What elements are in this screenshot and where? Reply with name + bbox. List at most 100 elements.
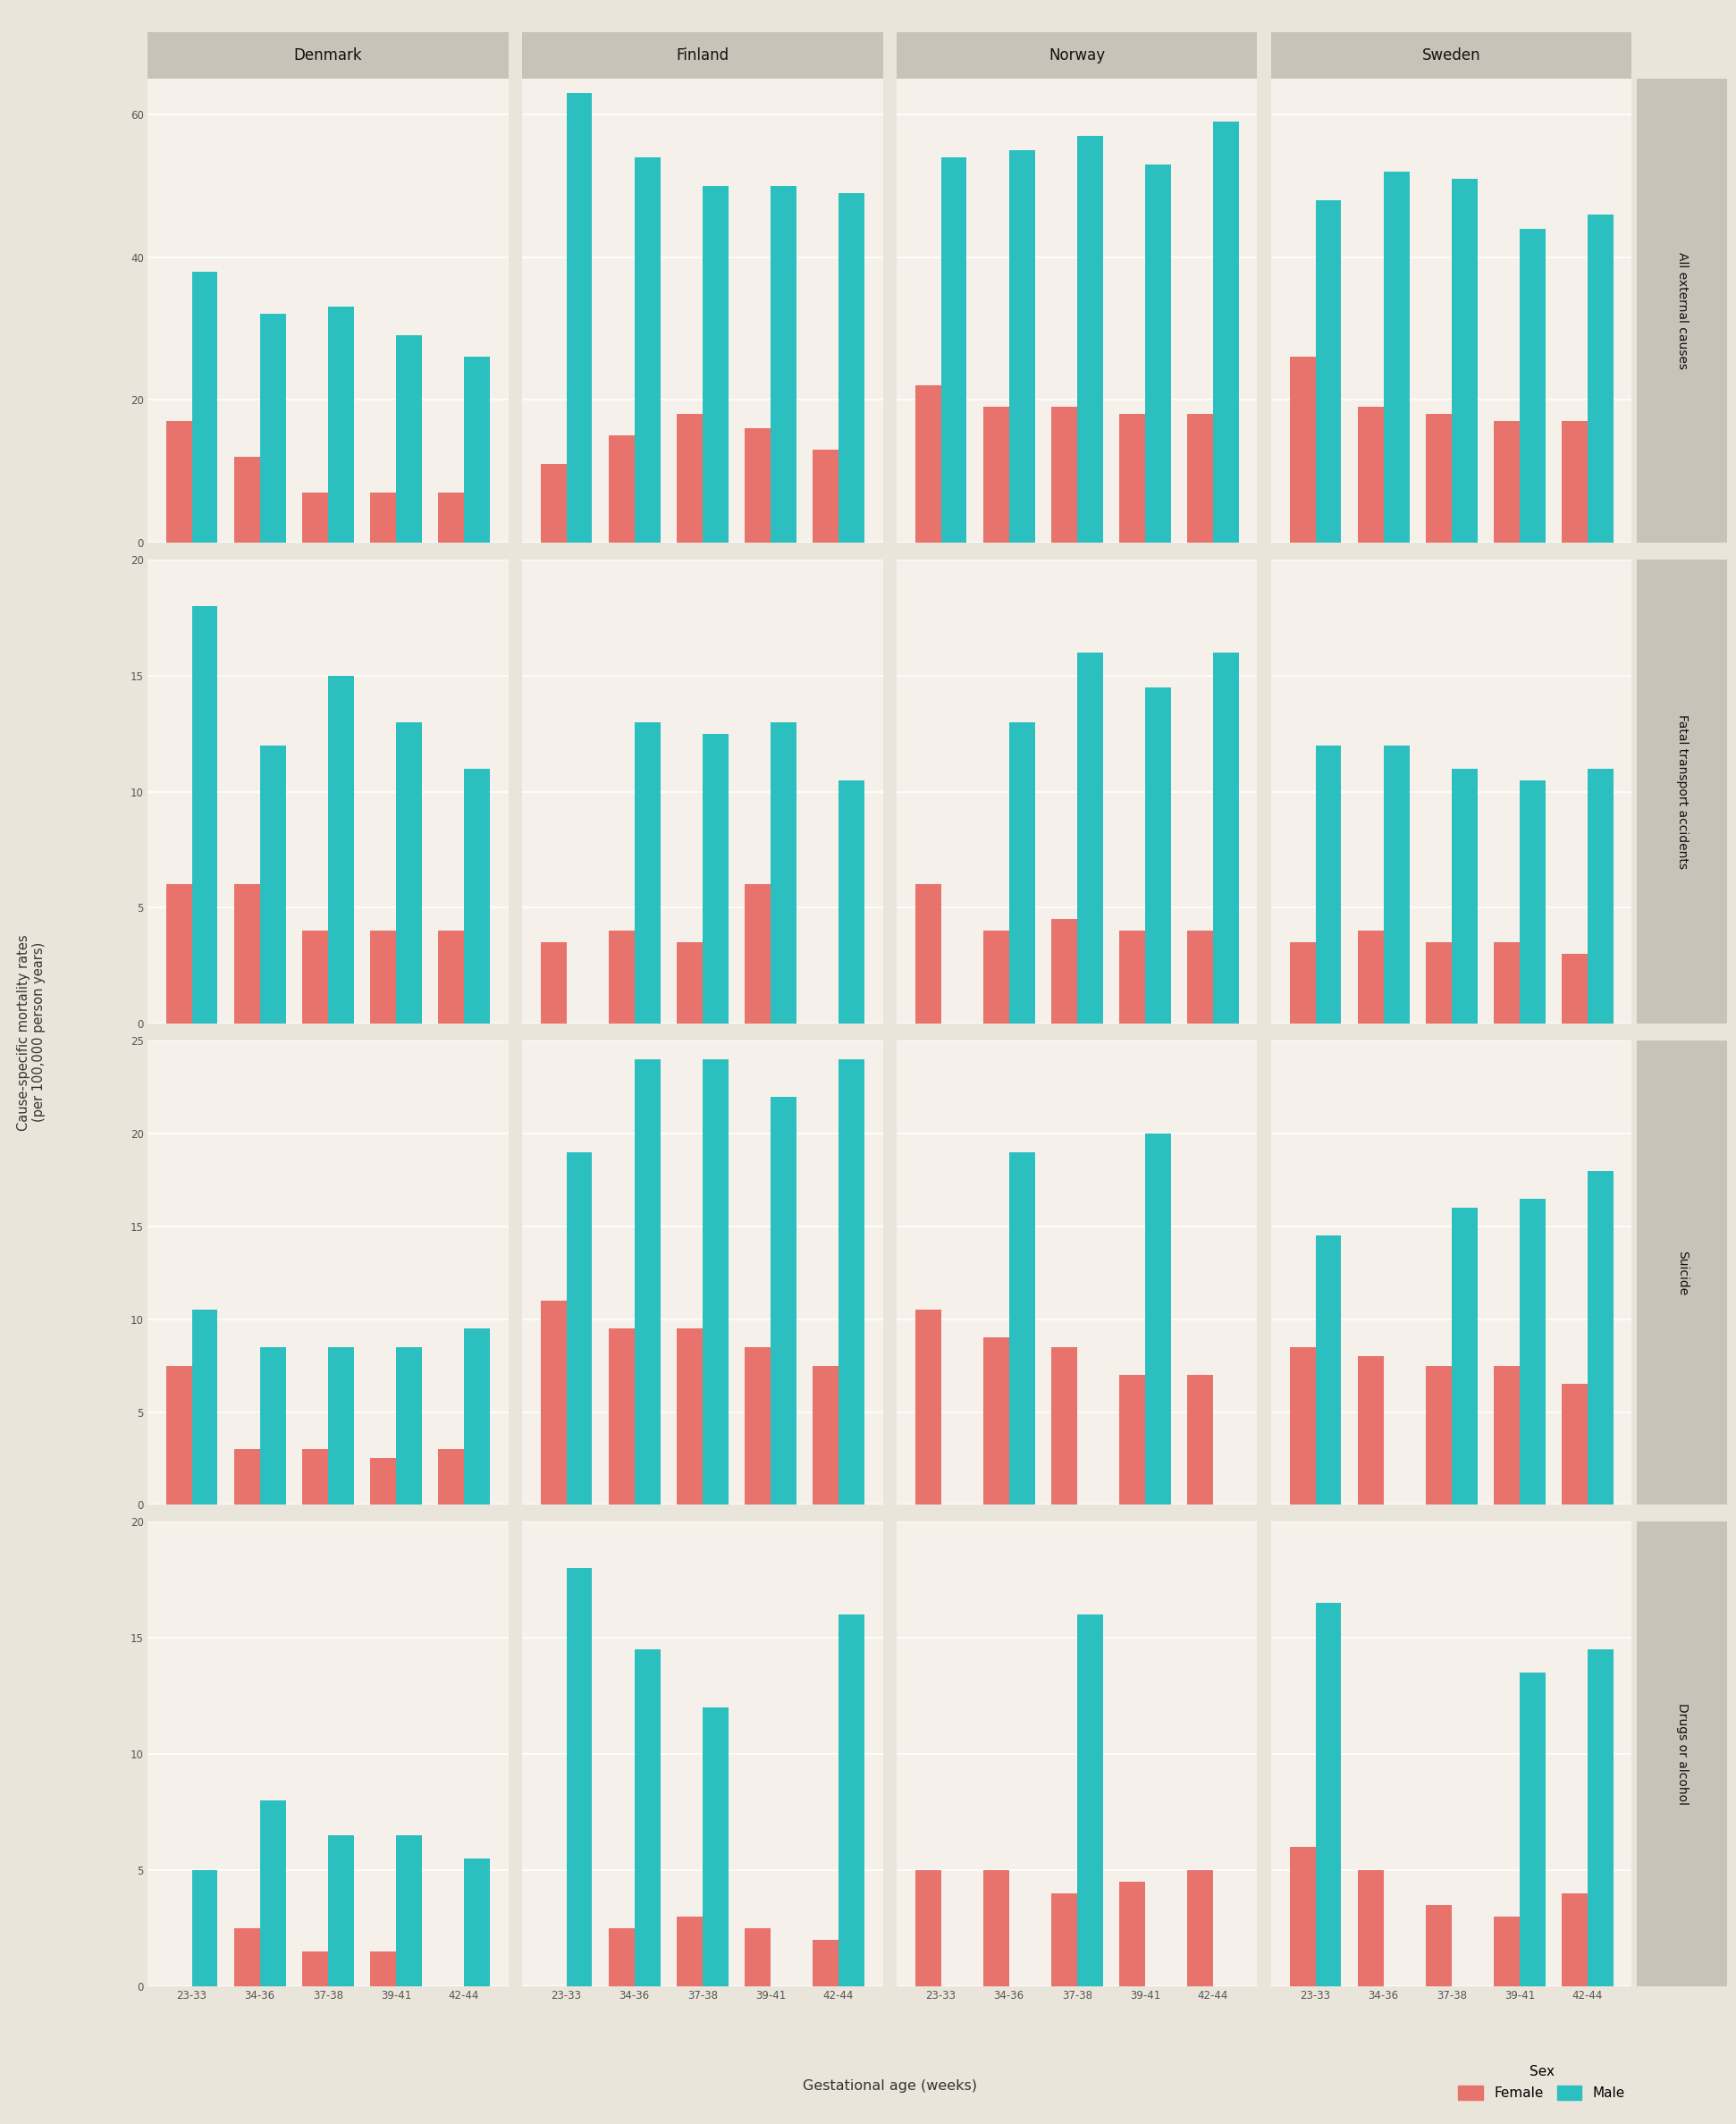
Bar	[1519, 1198, 1545, 1504]
Bar	[1588, 215, 1613, 544]
Bar	[540, 943, 566, 1024]
Bar	[1425, 943, 1451, 1024]
Bar	[396, 1835, 422, 1986]
Bar	[1588, 1650, 1613, 1986]
Bar	[838, 1614, 865, 1986]
Bar	[260, 1801, 286, 1986]
Bar	[1519, 1674, 1545, 1986]
Bar	[771, 185, 797, 544]
Bar	[464, 357, 490, 544]
Bar	[983, 408, 1009, 544]
Bar	[915, 1869, 941, 1986]
Bar	[566, 1568, 592, 1986]
Bar	[1519, 229, 1545, 544]
Bar	[677, 1916, 703, 1986]
Bar	[234, 1449, 260, 1504]
Bar	[1358, 1357, 1384, 1504]
Bar	[1588, 1170, 1613, 1504]
Bar	[609, 1328, 634, 1504]
Bar	[1290, 1846, 1316, 1986]
Bar	[983, 930, 1009, 1024]
Bar	[566, 1151, 592, 1504]
Text: Cause-specific mortality rates
(per 100,000 person years): Cause-specific mortality rates (per 100,…	[17, 935, 45, 1130]
Bar	[703, 733, 729, 1024]
Bar	[1562, 954, 1588, 1024]
Bar	[1076, 136, 1102, 544]
Bar	[328, 675, 354, 1024]
Bar	[1290, 357, 1316, 544]
Legend: Female, Male: Female, Male	[1458, 2065, 1625, 2101]
Bar	[464, 769, 490, 1024]
Text: Finland: Finland	[675, 47, 729, 64]
Bar	[1451, 1209, 1477, 1504]
Bar	[1358, 408, 1384, 544]
Bar	[634, 722, 660, 1024]
Bar	[1290, 1347, 1316, 1504]
Bar	[1425, 1366, 1451, 1504]
Bar	[745, 1929, 771, 1986]
Bar	[1316, 1604, 1342, 1986]
Bar	[1120, 414, 1146, 544]
Text: Suicide: Suicide	[1675, 1251, 1689, 1296]
Bar	[167, 1366, 191, 1504]
Bar	[191, 1311, 217, 1504]
Bar	[1120, 930, 1146, 1024]
Bar	[1493, 1916, 1519, 1986]
Bar	[260, 1347, 286, 1504]
Text: All external causes: All external causes	[1675, 253, 1689, 370]
Bar	[1050, 408, 1076, 544]
Bar	[838, 193, 865, 544]
Bar	[703, 1060, 729, 1504]
Bar	[983, 1869, 1009, 1986]
Bar	[677, 414, 703, 544]
Bar	[745, 429, 771, 544]
Bar	[437, 1449, 464, 1504]
Bar	[983, 1338, 1009, 1504]
Bar	[396, 1347, 422, 1504]
Bar	[1493, 1366, 1519, 1504]
Bar	[260, 746, 286, 1024]
Bar	[1050, 1892, 1076, 1986]
Bar	[302, 493, 328, 544]
Bar	[328, 1835, 354, 1986]
Bar	[1588, 769, 1613, 1024]
Bar	[328, 1347, 354, 1504]
Bar	[1009, 151, 1035, 544]
Bar	[609, 930, 634, 1024]
Bar	[370, 930, 396, 1024]
Bar	[191, 1869, 217, 1986]
Bar	[234, 457, 260, 544]
Bar	[1384, 172, 1410, 544]
Bar	[1493, 943, 1519, 1024]
Bar	[1009, 722, 1035, 1024]
Bar	[464, 1328, 490, 1504]
Bar	[703, 185, 729, 544]
Bar	[234, 1929, 260, 1986]
Bar	[302, 930, 328, 1024]
Bar	[838, 780, 865, 1024]
Bar	[1451, 769, 1477, 1024]
Bar	[234, 884, 260, 1024]
Text: Gestational age (weeks): Gestational age (weeks)	[802, 2079, 977, 2092]
Text: Fatal transport accidents: Fatal transport accidents	[1675, 714, 1689, 869]
Bar	[1290, 943, 1316, 1024]
Bar	[302, 1952, 328, 1986]
Bar	[1316, 746, 1342, 1024]
Bar	[396, 722, 422, 1024]
Bar	[771, 722, 797, 1024]
Bar	[370, 1459, 396, 1504]
Bar	[771, 1096, 797, 1504]
Bar	[1076, 652, 1102, 1024]
Bar	[915, 1311, 941, 1504]
Bar	[634, 1650, 660, 1986]
Bar	[1451, 178, 1477, 544]
Bar	[1358, 930, 1384, 1024]
Bar	[1050, 920, 1076, 1024]
Text: Denmark: Denmark	[293, 47, 363, 64]
Bar	[941, 157, 967, 544]
Text: Norway: Norway	[1049, 47, 1106, 64]
Bar	[703, 1708, 729, 1986]
Bar	[1562, 1385, 1588, 1504]
Bar	[1146, 688, 1170, 1024]
Bar	[540, 465, 566, 544]
